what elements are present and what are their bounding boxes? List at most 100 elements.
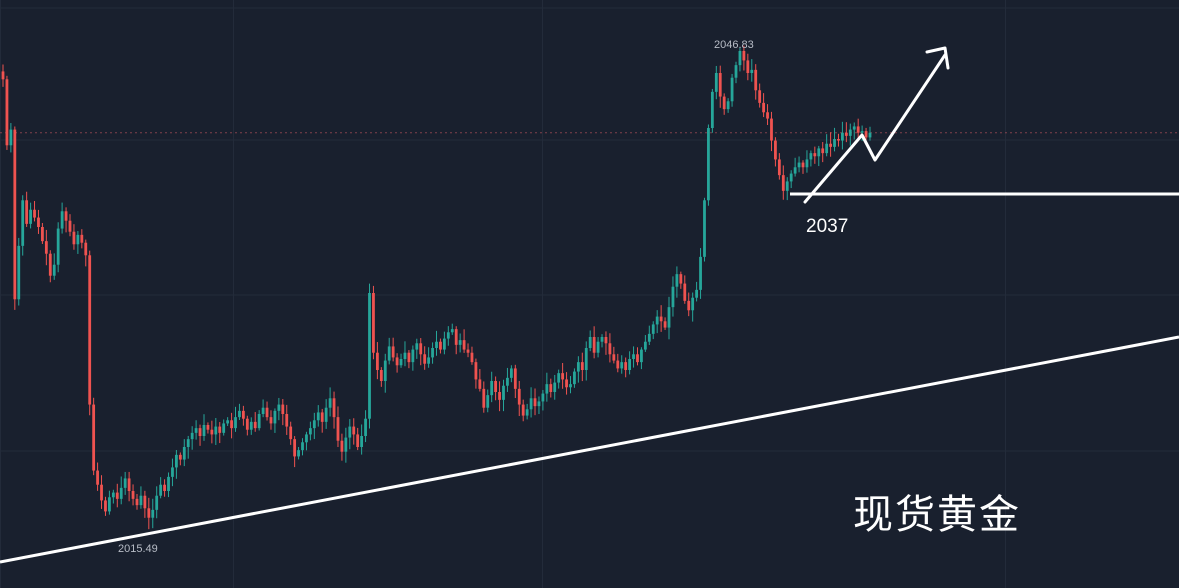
- candle: [754, 64, 758, 100]
- candle: [569, 376, 572, 394]
- candle-body: [604, 337, 608, 344]
- candle: [379, 367, 383, 387]
- candle-body: [695, 289, 698, 298]
- candle: [332, 391, 336, 429]
- candle-body: [841, 132, 844, 141]
- candle: [281, 399, 285, 426]
- candle: [643, 335, 647, 352]
- candle-body: [131, 491, 135, 499]
- candle-body: [864, 131, 868, 138]
- candle-body: [620, 362, 624, 369]
- candle: [167, 472, 170, 498]
- candle: [675, 266, 679, 298]
- candle-body: [561, 373, 565, 380]
- candle: [580, 352, 584, 382]
- candle: [439, 338, 442, 354]
- candle-body: [411, 349, 415, 363]
- candle: [695, 281, 698, 302]
- candle-body: [541, 393, 545, 402]
- candle: [372, 285, 375, 360]
- candle-body: [502, 385, 505, 400]
- candle: [509, 365, 513, 383]
- candle-body: [21, 200, 25, 246]
- candle: [793, 157, 797, 177]
- candle-body: [707, 128, 710, 201]
- candle-body: [636, 354, 639, 363]
- candle-body: [770, 118, 773, 141]
- candle: [72, 224, 76, 250]
- candle-body: [139, 495, 143, 506]
- candle: [344, 427, 348, 463]
- candle-body: [643, 341, 647, 350]
- candle: [383, 353, 387, 393]
- candle: [360, 424, 364, 455]
- candle: [766, 104, 769, 125]
- candle: [135, 494, 139, 510]
- candle-body: [289, 426, 293, 440]
- candle-body: [458, 340, 462, 345]
- candle: [249, 417, 253, 435]
- candle-body: [48, 253, 52, 276]
- candle-body: [328, 398, 332, 408]
- candle-body: [25, 200, 29, 224]
- candle: [25, 191, 29, 227]
- candle: [143, 490, 147, 518]
- candle-body: [474, 362, 478, 380]
- candle-body: [655, 316, 659, 325]
- candle: [104, 496, 107, 516]
- candle-body: [454, 329, 458, 345]
- candle-body: [297, 450, 300, 457]
- candle-body: [588, 337, 592, 348]
- candle-body: [257, 414, 261, 429]
- candle-body: [249, 421, 253, 430]
- candle-body: [44, 241, 48, 254]
- candle: [557, 369, 561, 389]
- candle-body: [305, 434, 308, 443]
- candle-body: [722, 96, 726, 110]
- candle-body: [167, 476, 170, 491]
- candle-body: [399, 359, 403, 366]
- candle-body: [230, 420, 233, 429]
- projection-arrow-path: [803, 53, 947, 204]
- candle-body: [703, 200, 706, 257]
- candle: [352, 418, 356, 445]
- candle-body: [640, 349, 643, 363]
- candle-body: [470, 352, 474, 363]
- candle: [600, 334, 604, 348]
- candle: [750, 59, 754, 82]
- candle-body: [72, 231, 76, 245]
- candle-body: [789, 173, 793, 182]
- candle-body: [659, 316, 663, 322]
- candle-body: [356, 434, 360, 447]
- candle-body: [206, 425, 210, 430]
- candle-body: [754, 69, 758, 91]
- candle: [758, 83, 762, 108]
- candle: [230, 412, 233, 439]
- candle-body: [33, 209, 36, 218]
- candle: [462, 329, 466, 353]
- candle: [33, 201, 36, 222]
- candle: [210, 420, 214, 444]
- candle: [545, 372, 549, 402]
- candle: [435, 330, 438, 356]
- candle: [837, 133, 840, 147]
- candle: [37, 209, 40, 234]
- candle: [80, 229, 84, 249]
- candle: [718, 65, 722, 108]
- candle: [640, 347, 643, 370]
- candle-body: [439, 341, 442, 350]
- candle-body: [253, 421, 257, 429]
- candle-body: [844, 132, 848, 136]
- candle-body: [29, 209, 32, 224]
- candle-body: [632, 354, 635, 359]
- candle-body: [667, 307, 671, 328]
- candle: [707, 124, 710, 206]
- candle-body: [214, 426, 218, 435]
- candle: [490, 371, 494, 403]
- candle: [474, 358, 478, 389]
- candle: [482, 381, 486, 413]
- candle-body: [163, 484, 166, 491]
- candle: [182, 439, 186, 467]
- candle: [273, 408, 277, 433]
- candle: [841, 121, 844, 150]
